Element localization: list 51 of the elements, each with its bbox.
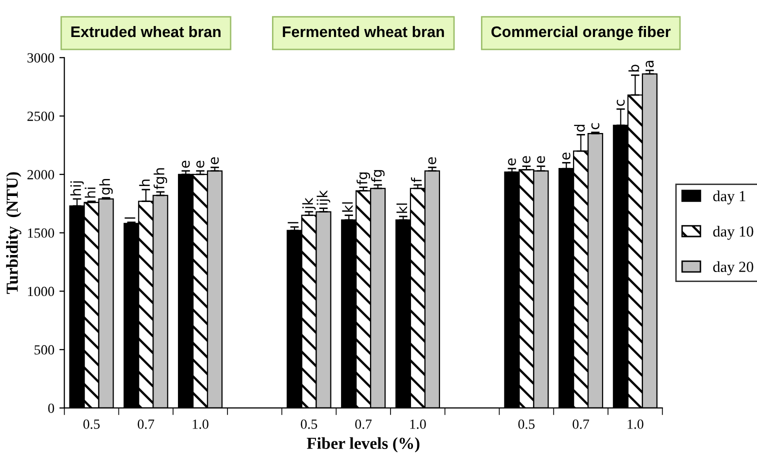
text: Fermented wheat bran [282,26,444,38]
legend-label: day 10 [713,226,754,240]
y-tick-label: 500 [34,345,54,355]
data-label: fg [356,172,370,185]
data-label: hij [70,181,84,196]
x-tick-label: 1.0 [410,420,426,429]
y-tick-label: 2500 [27,112,54,121]
data-label: e [562,152,570,160]
y-tick-label: 3000 [28,53,54,63]
y-tick-label: 2000 [27,170,54,180]
data-label: e [508,158,516,166]
data-label: kl [396,204,408,213]
data-label: e [210,157,219,164]
data-label: l [288,222,298,224]
data-label: hi [84,188,96,198]
data-label: e [428,157,436,164]
data-label: h [139,180,150,186]
data-label: a [646,60,654,68]
x-tick-label: 0.5 [83,420,100,429]
data-label: e [537,156,545,164]
x-tick-label: 0.7 [572,420,590,429]
data-label: gh [99,178,113,195]
data-label: fg [371,170,385,182]
x-axis-title: Fiber levels (%) [306,437,420,452]
data-label: e [182,160,190,168]
y-tick-label: 0 [48,404,54,413]
y-tick-label: 1000 [28,286,54,296]
y-tick-label: 1500 [28,228,54,238]
x-tick-label: 1.0 [628,420,644,429]
x-tick-label: 0.7 [355,420,372,429]
x-tick-label: 0.7 [138,420,154,429]
x-tick-label: 0.5 [300,420,318,429]
x-tick-label: 1.0 [192,420,208,429]
data-label: d [574,124,585,132]
data-label: f [411,177,422,182]
legend-label: day 20 [713,261,754,276]
data-label: e [196,160,204,168]
data-label: b [628,64,640,72]
data-label: l [124,217,136,219]
data-label: c [616,100,625,106]
y-axis-title: Turbidity (NTU) [6,172,22,294]
legend-label: day 1 [713,190,746,204]
data-label: kl [342,202,353,212]
text: Extruded wheat bran [71,26,221,38]
data-label: c [591,123,600,130]
data-label: ijk [316,190,330,205]
data-label: jk [302,198,316,210]
text: Commercial orange fiber [491,26,671,40]
data-label: fgh [154,168,168,190]
x-tick-label: 0.5 [518,420,535,429]
data-label: e [522,156,530,164]
